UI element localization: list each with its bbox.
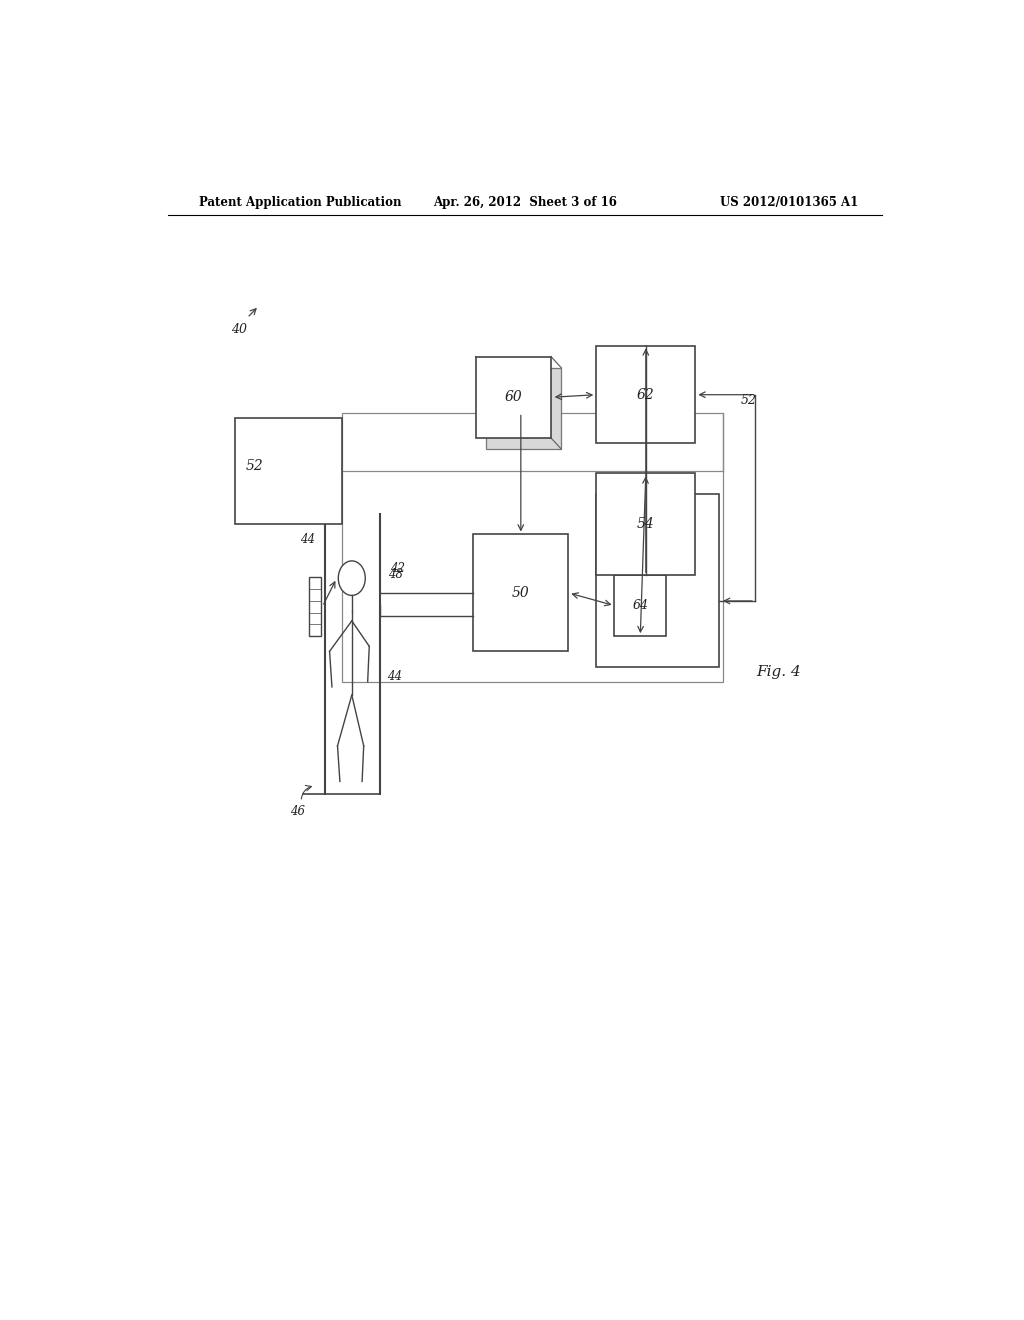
Bar [614,576,666,636]
Text: 50: 50 [512,586,529,599]
Bar [473,535,568,651]
Text: 52: 52 [246,458,264,473]
Bar [596,474,695,576]
Text: 62: 62 [637,388,654,401]
Bar [596,346,695,444]
Bar [475,356,551,438]
Text: 48: 48 [388,568,403,581]
Text: Apr. 26, 2012  Sheet 3 of 16: Apr. 26, 2012 Sheet 3 of 16 [433,195,616,209]
Text: 42: 42 [390,561,404,574]
Text: 54: 54 [637,517,654,532]
Text: 40: 40 [231,322,247,335]
Bar [596,494,719,667]
Text: 44: 44 [300,533,315,546]
Bar [486,368,561,449]
Text: 64: 64 [632,599,648,612]
Bar [309,577,321,636]
Text: 52: 52 [740,395,757,408]
Bar [236,417,342,524]
Text: Patent Application Publication: Patent Application Publication [200,195,402,209]
Text: 44: 44 [387,671,401,684]
Circle shape [338,561,366,595]
Text: 46: 46 [291,805,305,818]
Text: 60: 60 [505,391,522,404]
Text: Fig. 4: Fig. 4 [757,665,801,678]
Text: US 2012/0101365 A1: US 2012/0101365 A1 [720,195,858,209]
Bar [342,413,723,682]
